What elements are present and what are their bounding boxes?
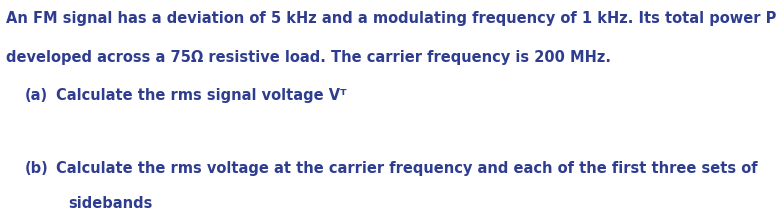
Text: An FM signal has a deviation of 5 kHz and a modulating frequency of 1 kHz. Its t: An FM signal has a deviation of 5 kHz an… bbox=[6, 11, 776, 26]
Text: (a): (a) bbox=[25, 88, 48, 103]
Text: (b): (b) bbox=[25, 161, 49, 176]
Text: Calculate the rms signal voltage Vᵀ: Calculate the rms signal voltage Vᵀ bbox=[56, 88, 347, 103]
Text: developed across a 75Ω resistive load. The carrier frequency is 200 MHz.: developed across a 75Ω resistive load. T… bbox=[6, 50, 611, 65]
Text: Calculate the rms voltage at the carrier frequency and each of the first three s: Calculate the rms voltage at the carrier… bbox=[56, 161, 757, 176]
Text: sidebands: sidebands bbox=[68, 196, 153, 211]
